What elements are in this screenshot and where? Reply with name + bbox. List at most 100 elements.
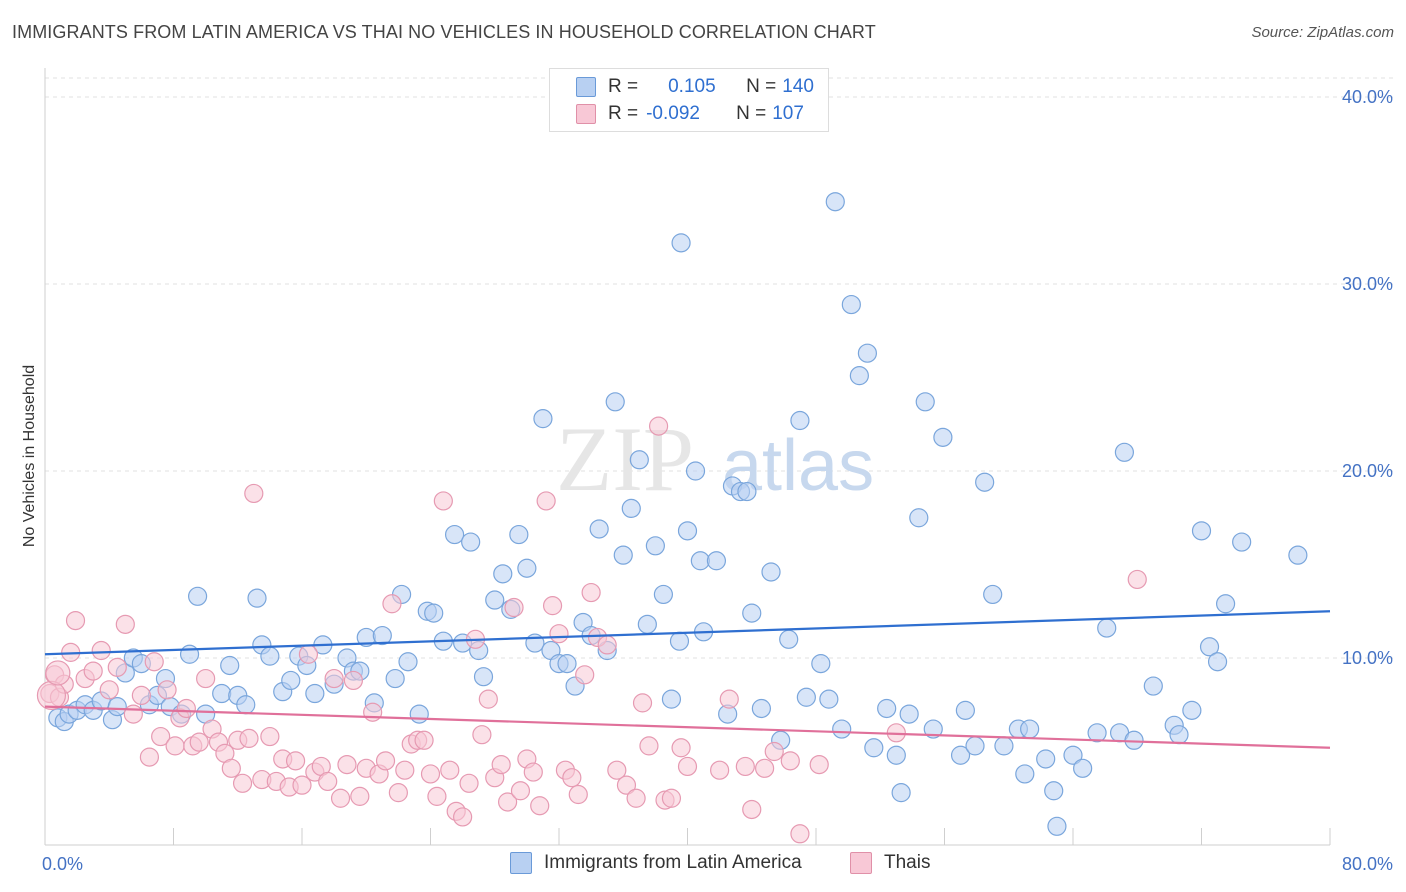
data-point bbox=[780, 751, 800, 771]
data-point bbox=[453, 807, 473, 827]
data-point bbox=[923, 719, 943, 739]
data-point bbox=[343, 670, 363, 691]
data-point bbox=[661, 689, 682, 709]
x-tick-label-max: 80.0% bbox=[1342, 854, 1393, 874]
data-point bbox=[685, 461, 706, 481]
data-point bbox=[157, 680, 177, 700]
tick-labels: 10.0% 20.0% 30.0% 40.0% 0.0% 80.0% bbox=[42, 87, 1393, 874]
data-point bbox=[677, 756, 698, 777]
data-point bbox=[832, 719, 852, 739]
data-point bbox=[841, 294, 861, 315]
data-point bbox=[409, 704, 429, 724]
data-point bbox=[144, 652, 164, 672]
data-point bbox=[239, 728, 259, 749]
data-point bbox=[581, 582, 601, 603]
data-point bbox=[1232, 532, 1252, 552]
data-point bbox=[491, 754, 511, 775]
data-point bbox=[221, 758, 241, 778]
legend-n-value: 140 bbox=[782, 76, 814, 97]
data-point bbox=[671, 233, 691, 253]
trend-line-1 bbox=[44, 705, 1331, 749]
legend-n-label: N = bbox=[746, 76, 777, 97]
data-point bbox=[1169, 725, 1189, 745]
data-point bbox=[1199, 637, 1220, 657]
data-point bbox=[737, 481, 757, 502]
data-point bbox=[557, 654, 577, 674]
data-point bbox=[950, 745, 971, 765]
data-point bbox=[165, 736, 185, 756]
data-point bbox=[292, 775, 312, 795]
data-point bbox=[1073, 758, 1093, 778]
data-point bbox=[825, 192, 845, 212]
data-point bbox=[444, 524, 465, 545]
trend-line-0 bbox=[44, 610, 1331, 656]
data-point bbox=[761, 562, 781, 582]
data-point bbox=[260, 646, 280, 666]
data-point bbox=[473, 667, 494, 687]
data-point bbox=[179, 644, 200, 664]
data-point bbox=[626, 788, 646, 808]
data-point bbox=[244, 483, 264, 504]
data-point bbox=[414, 730, 434, 750]
data-point bbox=[751, 698, 771, 719]
data-point bbox=[131, 685, 151, 706]
x-tick-label-min: 0.0% bbox=[42, 854, 83, 874]
data-point bbox=[427, 786, 447, 806]
data-point bbox=[83, 661, 103, 681]
data-point bbox=[388, 783, 408, 803]
data-point bbox=[568, 784, 588, 805]
data-point bbox=[350, 786, 370, 806]
bottom-legend-swatch-pink bbox=[850, 852, 872, 874]
data-point bbox=[123, 704, 143, 724]
bottom-legend-label: Immigrants from Latin America bbox=[544, 852, 802, 873]
data-point bbox=[91, 640, 111, 661]
data-point bbox=[629, 450, 649, 470]
data-point bbox=[779, 629, 799, 649]
data-point bbox=[669, 631, 690, 651]
legend-row-latin-america: R = 0.105 N = 140 bbox=[576, 76, 814, 98]
bottom-legend-latin-america: Immigrants from Latin America bbox=[510, 852, 802, 874]
data-point bbox=[915, 392, 935, 412]
data-point bbox=[637, 614, 657, 634]
data-point bbox=[523, 762, 543, 782]
data-point bbox=[983, 584, 1003, 605]
data-point bbox=[36, 680, 67, 711]
data-point bbox=[690, 551, 710, 571]
legend-r-label: R = bbox=[608, 103, 639, 124]
data-point bbox=[849, 366, 869, 386]
legend-r-label: R = bbox=[608, 76, 639, 97]
data-point bbox=[796, 687, 816, 707]
data-point bbox=[621, 498, 641, 518]
data-point bbox=[318, 771, 338, 792]
data-point bbox=[891, 783, 911, 803]
source-credit: Source: ZipAtlas.com bbox=[1251, 24, 1394, 41]
data-point bbox=[196, 668, 216, 689]
data-point bbox=[498, 792, 518, 812]
data-point bbox=[459, 773, 479, 793]
data-point bbox=[613, 545, 633, 565]
data-point bbox=[285, 751, 306, 771]
data-point bbox=[1097, 618, 1117, 638]
data-point bbox=[176, 698, 196, 719]
data-point bbox=[597, 635, 617, 655]
legend-n-value: 107 bbox=[772, 103, 804, 124]
data-point bbox=[1063, 745, 1083, 765]
data-point bbox=[107, 657, 127, 677]
data-point bbox=[533, 409, 553, 429]
data-point bbox=[1207, 652, 1228, 672]
data-point bbox=[99, 680, 119, 700]
data-point bbox=[886, 745, 906, 765]
data-point bbox=[639, 736, 659, 756]
y-tick-label: 30.0% bbox=[1342, 274, 1393, 294]
data-point bbox=[385, 668, 405, 689]
watermark-zip: ZIP bbox=[556, 408, 694, 510]
data-point bbox=[363, 702, 383, 722]
data-point bbox=[542, 596, 563, 616]
data-point bbox=[536, 491, 556, 511]
legend-n-label: N = bbox=[736, 103, 767, 124]
data-point bbox=[236, 695, 256, 715]
data-point bbox=[324, 668, 344, 689]
data-point bbox=[1015, 764, 1035, 784]
series-thais-points bbox=[36, 416, 1147, 844]
data-point bbox=[461, 532, 481, 552]
